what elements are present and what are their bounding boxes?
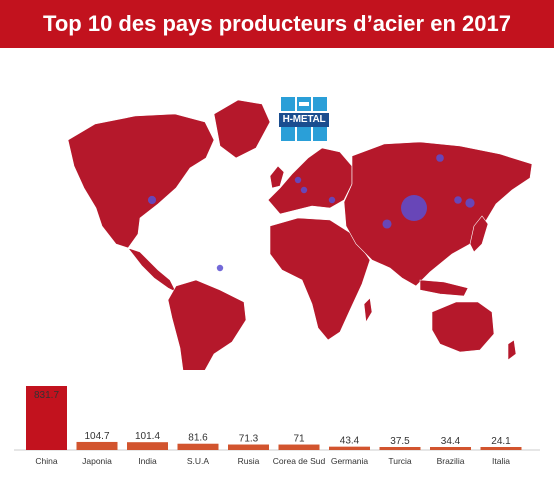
bubble-turcia (328, 196, 336, 204)
bar-rusia (228, 444, 269, 450)
h-metal-icon (281, 97, 327, 111)
value-label: 71 (293, 434, 305, 445)
category-label: India (138, 456, 157, 466)
h-metal-icon-bottom (281, 127, 327, 141)
greenland-land (213, 99, 271, 159)
production-bubbles (147, 154, 475, 272)
world-map-svg (67, 99, 533, 370)
bar-s-u-a (177, 443, 219, 450)
category-labels-group: China Japonia India S.U.A Rusia Corea de Sud G… (35, 456, 510, 466)
bubble-brazilia (216, 264, 224, 272)
h-metal-logo: H-METAL (279, 95, 329, 145)
value-label: 37.5 (390, 436, 410, 447)
value-label: 101.4 (135, 431, 160, 442)
value-label: 81.6 (188, 433, 208, 444)
bar-chart-svg: 831.7 104.7 101.4 81.6 71.3 71 43.4 37.5 34.4 24.… (14, 386, 540, 466)
world-map: H-METAL (0, 48, 554, 370)
japan-land (469, 215, 489, 253)
category-label: Japonia (82, 456, 112, 466)
bar-chart: 831.7 104.7 101.4 81.6 71.3 71 43.4 37.5 34.4 24.… (0, 370, 554, 480)
asia-land (343, 141, 533, 287)
page-title: Top 10 des pays producteurs d’acier en 2… (43, 11, 511, 36)
value-label: 831.7 (34, 390, 59, 401)
bubble-india (382, 219, 392, 229)
bubble-s-u-a (147, 195, 157, 205)
category-label: Turcia (388, 456, 412, 466)
category-label: Brazilia (437, 456, 465, 466)
bar-japonia (76, 441, 118, 450)
bar-china (26, 386, 67, 450)
bubble-germania (294, 176, 302, 184)
category-label: Corea de Sud (273, 456, 326, 466)
bubble-china (401, 195, 427, 221)
category-label: Rusia (238, 456, 260, 466)
bar-corea-de-sud (278, 444, 320, 450)
australia-land (431, 301, 495, 353)
bar-brazilia (430, 447, 471, 450)
africa-land (269, 217, 371, 341)
bubble-corea-de-sud (454, 196, 462, 204)
category-label: China (35, 456, 57, 466)
bar-turcia (379, 447, 421, 450)
indonesia-land (419, 279, 469, 297)
category-label: S.U.A (187, 456, 210, 466)
value-label: 43.4 (340, 436, 360, 447)
bar-india (127, 442, 168, 450)
logo-wordmark: H-METAL (279, 113, 329, 127)
north-america-land (67, 113, 215, 249)
bubble-italia (300, 186, 308, 194)
new-zealand-land (507, 339, 517, 361)
value-label: 34.4 (441, 436, 461, 447)
value-labels-group: 831.7 104.7 101.4 81.6 71.3 71 43.4 37.5 34.4 24.… (34, 390, 511, 447)
header-bar: Top 10 des pays producteurs d’acier en 2… (0, 0, 554, 48)
bars-group (26, 386, 522, 450)
bar-italia (480, 447, 522, 450)
bar-germania (329, 446, 370, 450)
value-label: 24.1 (491, 436, 511, 447)
bubble-japonia (465, 198, 475, 208)
value-label: 104.7 (84, 431, 109, 442)
central-america-land (127, 247, 177, 293)
south-america-land (167, 279, 247, 370)
uk-land (269, 165, 285, 189)
category-label: Italia (492, 456, 510, 466)
bubble-rusia (436, 154, 444, 162)
category-label: Germania (331, 456, 369, 466)
madagascar-land (363, 297, 373, 323)
value-label: 71.3 (239, 434, 259, 445)
